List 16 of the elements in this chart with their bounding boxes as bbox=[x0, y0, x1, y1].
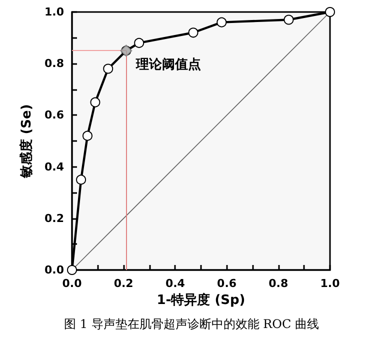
y-axis-title: 敏感度 (Se) bbox=[18, 104, 35, 179]
caption: 图 1 导声垫在肌骨超声诊断中的效能 ROC 曲线 bbox=[64, 317, 319, 331]
x-tick-label: 0.2 bbox=[114, 277, 134, 290]
x-tick-label: 0.8 bbox=[268, 277, 288, 290]
x-axis-title: 1-特异度 (Sp) bbox=[156, 292, 246, 308]
y-tick-label: 0.0 bbox=[44, 264, 64, 276]
y-tick-label: 0.4 bbox=[44, 160, 64, 174]
x-tick-label: 1.0 bbox=[320, 277, 340, 290]
annotation: 理论阈值点 bbox=[135, 56, 202, 73]
x-tick-label: 0.4 bbox=[165, 277, 186, 290]
y-tick-label: 1.0 bbox=[44, 6, 64, 18]
x-tick-label: 0.6 bbox=[217, 277, 237, 290]
x-tick-label: 0.0 bbox=[62, 277, 82, 290]
y-tick-label: 0.8 bbox=[44, 57, 64, 70]
y-tick-label: 0.2 bbox=[44, 212, 64, 225]
y-tick-label: 0.6 bbox=[44, 108, 64, 122]
